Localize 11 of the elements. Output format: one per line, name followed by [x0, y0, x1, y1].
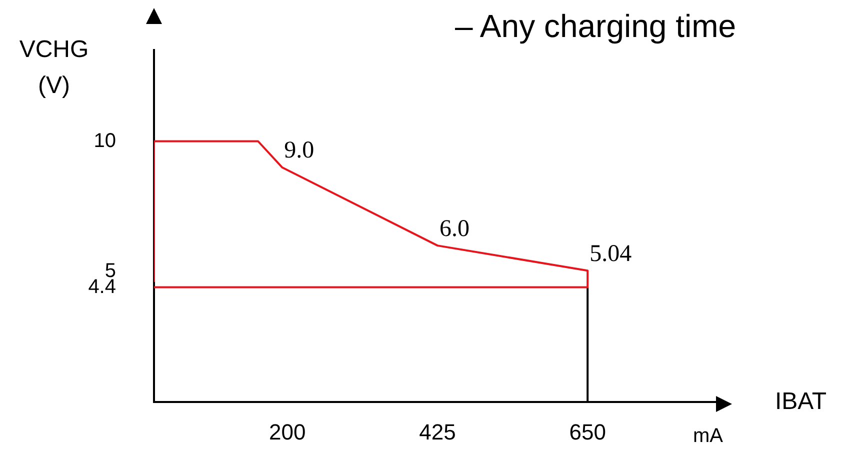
text: mA [693, 425, 723, 448]
chart-title: – Any charging time [455, 8, 736, 45]
x-tick-label: 650 [569, 419, 606, 444]
data-label: 5.04 [590, 240, 632, 267]
x-tick-label: 200 [269, 419, 306, 444]
x-tick-label: 425 [419, 419, 456, 444]
y-axis-title: VCHG (V) [18, 35, 90, 101]
data-label: 6.0 [440, 216, 470, 242]
data-label: 9.0 [284, 138, 314, 164]
y-tick-label: 10 [94, 130, 116, 152]
x-axis-title: IBAT [775, 388, 827, 416]
